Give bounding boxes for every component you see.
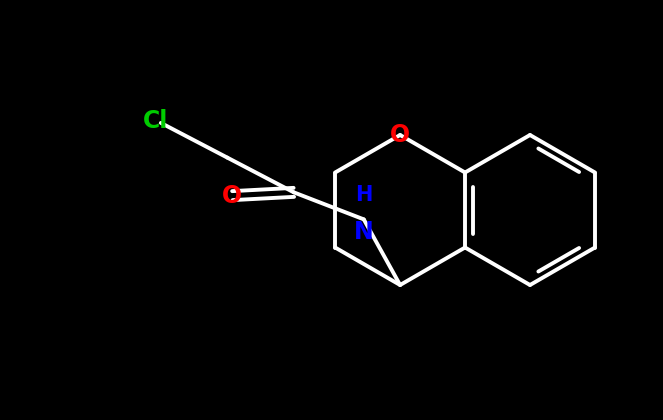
Text: H: H (355, 185, 373, 205)
Text: O: O (390, 123, 410, 147)
Text: O: O (222, 184, 243, 207)
Text: N: N (354, 220, 374, 244)
Text: Cl: Cl (143, 109, 168, 133)
